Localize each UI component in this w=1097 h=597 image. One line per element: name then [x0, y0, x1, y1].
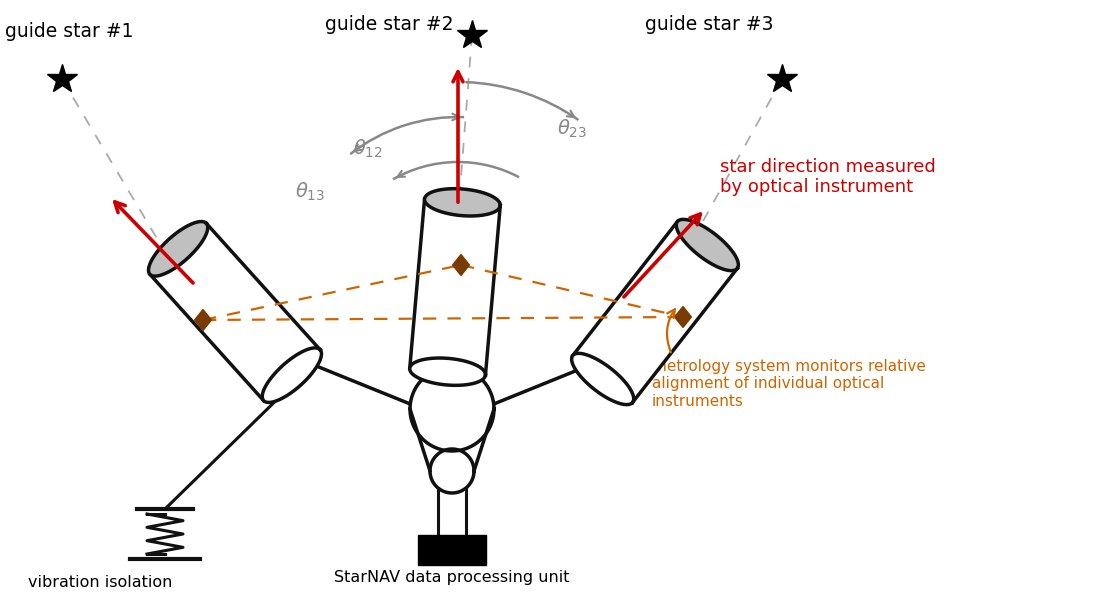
Text: guide star #1: guide star #1 [5, 22, 134, 41]
Text: vibration isolation: vibration isolation [29, 575, 172, 590]
Polygon shape [410, 367, 494, 451]
Polygon shape [676, 219, 738, 270]
Text: $\theta_{12}$: $\theta_{12}$ [353, 138, 383, 160]
Polygon shape [572, 353, 634, 405]
Text: star direction measured
by optical instrument: star direction measured by optical instr… [720, 158, 936, 196]
Polygon shape [425, 189, 500, 216]
Polygon shape [430, 449, 474, 493]
Text: StarNAV data processing unit: StarNAV data processing unit [335, 570, 569, 585]
Text: $\theta_{23}$: $\theta_{23}$ [557, 118, 587, 140]
Polygon shape [262, 348, 321, 402]
Polygon shape [148, 221, 207, 276]
Polygon shape [410, 409, 494, 471]
Polygon shape [573, 221, 737, 402]
Text: guide star #3: guide star #3 [645, 15, 773, 34]
Polygon shape [438, 493, 466, 535]
Polygon shape [150, 223, 320, 401]
Text: $\theta_{13}$: $\theta_{13}$ [295, 181, 325, 203]
Bar [418, 535, 486, 565]
Text: guide star #2: guide star #2 [325, 15, 453, 34]
Text: metrology system monitors relative
alignment of individual optical
instruments: metrology system monitors relative align… [652, 359, 926, 409]
Polygon shape [675, 306, 691, 328]
Polygon shape [410, 199, 500, 375]
Polygon shape [409, 358, 486, 385]
Polygon shape [453, 254, 470, 275]
Polygon shape [194, 309, 212, 331]
